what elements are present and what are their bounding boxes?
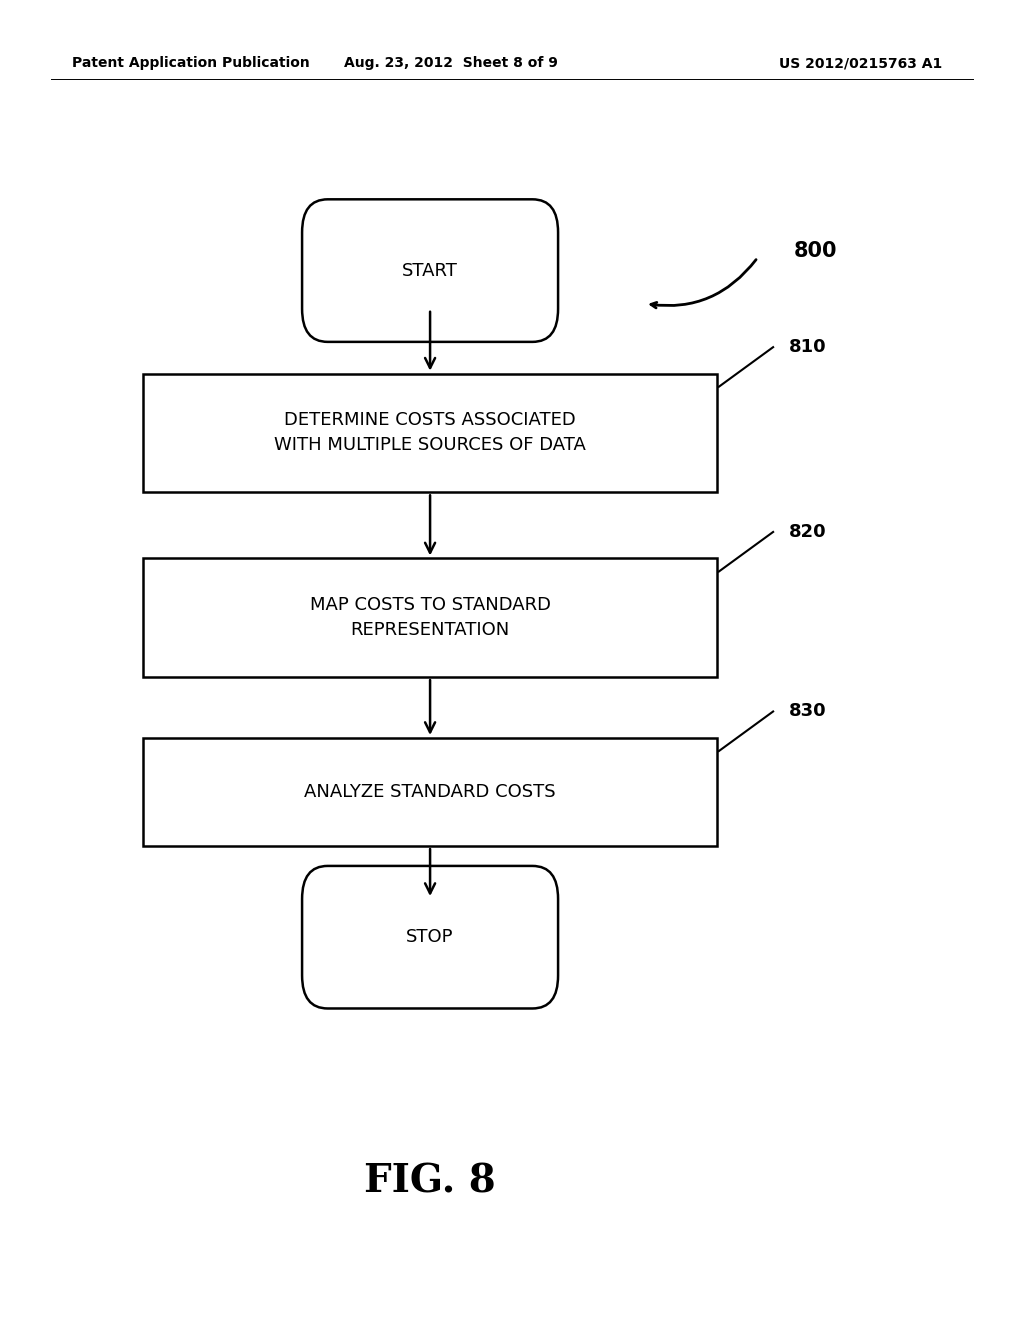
Text: 830: 830 [788, 702, 826, 721]
Text: DETERMINE COSTS ASSOCIATED
WITH MULTIPLE SOURCES OF DATA: DETERMINE COSTS ASSOCIATED WITH MULTIPLE… [274, 412, 586, 454]
Text: 820: 820 [788, 523, 826, 541]
Text: Patent Application Publication: Patent Application Publication [72, 57, 309, 70]
FancyBboxPatch shape [302, 866, 558, 1008]
Text: 810: 810 [788, 338, 826, 356]
Text: FIG. 8: FIG. 8 [365, 1163, 496, 1200]
Text: MAP COSTS TO STANDARD
REPRESENTATION: MAP COSTS TO STANDARD REPRESENTATION [309, 597, 551, 639]
Text: ANALYZE STANDARD COSTS: ANALYZE STANDARD COSTS [304, 783, 556, 801]
Text: Aug. 23, 2012  Sheet 8 of 9: Aug. 23, 2012 Sheet 8 of 9 [344, 57, 557, 70]
Text: 800: 800 [794, 240, 837, 261]
Bar [143, 738, 717, 846]
Text: START: START [402, 261, 458, 280]
Text: STOP: STOP [407, 928, 454, 946]
FancyBboxPatch shape [302, 199, 558, 342]
Text: US 2012/0215763 A1: US 2012/0215763 A1 [778, 57, 942, 70]
Bar [143, 374, 717, 492]
Bar [143, 558, 717, 677]
